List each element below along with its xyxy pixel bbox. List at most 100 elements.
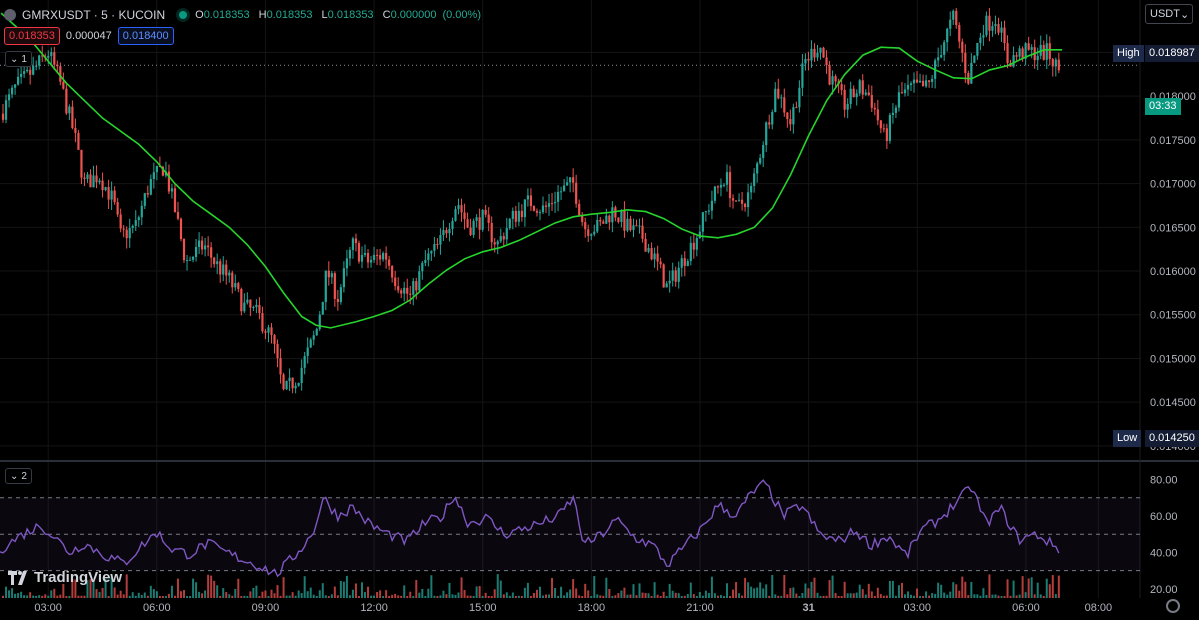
volume-bar [457, 592, 460, 598]
volume-bar [14, 593, 17, 598]
candle-body [1015, 55, 1018, 57]
volume-bar [991, 594, 994, 598]
candle-body [689, 242, 692, 262]
volume-bar [234, 588, 237, 598]
volume-bar [397, 595, 400, 598]
candle-body [26, 69, 29, 72]
candle-body [240, 288, 243, 312]
volume-bar [207, 574, 210, 598]
candle-body [918, 80, 922, 83]
volume-bar [400, 595, 403, 598]
volume-bar [551, 577, 554, 598]
candle-body [125, 229, 128, 239]
candle-body [635, 225, 638, 227]
candle-body [683, 258, 686, 266]
candle-body [38, 55, 41, 66]
candle-body [303, 356, 306, 368]
volume-bar [255, 585, 258, 598]
currency-selector[interactable]: USDT ⌄ [1145, 4, 1193, 24]
candle-body [556, 191, 560, 202]
candle-body [544, 205, 548, 207]
symbol-title[interactable]: GMRXUSDT · 5 · KUCOIN [22, 8, 166, 22]
volume-bar [771, 574, 774, 598]
candle-body [246, 299, 249, 303]
volume-bar [68, 595, 71, 598]
volume-bar [913, 595, 916, 598]
rsi-axis-tick: 60.00 [1150, 511, 1178, 523]
volume-bar [578, 595, 581, 598]
candle-body [188, 259, 192, 261]
volume-bar [994, 594, 997, 598]
volume-bar [170, 585, 173, 598]
volume-bar [149, 585, 152, 598]
volume-bar [360, 582, 363, 598]
rsi-axis-tick: 40.00 [1150, 547, 1178, 559]
volume-bar [436, 595, 439, 598]
chevron-down-icon: ⌄ [1179, 8, 1190, 21]
volume-bar [545, 594, 548, 598]
volume-bar [867, 583, 870, 598]
volume-bar [336, 595, 339, 598]
volume-bar [1042, 596, 1045, 598]
candle-body [342, 268, 345, 288]
volume-bar [581, 595, 584, 598]
candle-body [731, 198, 735, 201]
main-pane-indicators-toggle[interactable]: ⌄ 1 [5, 51, 32, 67]
candle-body [1027, 43, 1030, 50]
candle-body [804, 58, 807, 64]
candle-body [725, 172, 729, 185]
candle-body [885, 128, 888, 141]
volume-bar [922, 595, 925, 598]
candle-body [982, 35, 985, 38]
candle-body [949, 19, 952, 29]
volume-bar [937, 582, 940, 598]
volume-bar [780, 595, 783, 598]
candle-body [566, 182, 569, 186]
tradingview-logo[interactable]: TradingView [8, 569, 122, 586]
candle-body [590, 234, 593, 236]
volume-bar [807, 588, 810, 598]
candle-body [816, 52, 819, 58]
candle-body [16, 76, 20, 85]
candle-body [104, 187, 107, 191]
candle-body [888, 114, 891, 141]
volume-bar [394, 593, 397, 598]
volume-bar [662, 591, 665, 598]
buy-price-button[interactable]: 0.018400 [117, 27, 174, 45]
volume-bar [1054, 594, 1057, 598]
rsi-pane-indicators-toggle[interactable]: ⌄ 2 [5, 468, 32, 484]
chevron-down-icon: ⌄ [10, 53, 19, 65]
volume-bar [258, 595, 261, 598]
volume-bar [237, 578, 240, 598]
candle-body [864, 92, 867, 95]
sell-price-button[interactable]: 0.018353 [4, 27, 60, 45]
settings-gear-icon[interactable] [1166, 599, 1180, 613]
volume-bar [514, 595, 517, 598]
volume-bar [870, 591, 873, 598]
chevron-down-icon: ⌄ [10, 470, 19, 482]
volume-bar [1006, 579, 1009, 598]
volume-bar [590, 595, 593, 598]
volume-bar [976, 594, 979, 598]
candle-body [252, 307, 255, 309]
volume-bar [1048, 584, 1051, 598]
candle-body [291, 377, 294, 389]
candle-body [231, 272, 234, 288]
candle-body [750, 185, 753, 193]
candle-body [650, 248, 653, 260]
candle-body [743, 203, 747, 208]
volume-bar [557, 595, 560, 598]
volume-bar [795, 593, 798, 598]
volume-bar [62, 583, 65, 598]
volume-bar [493, 589, 496, 598]
volume-bar [116, 594, 119, 598]
candle-body [656, 253, 659, 262]
volume-bar [713, 593, 716, 598]
volume-bar [59, 594, 62, 598]
candle-body [1, 113, 5, 120]
volume-bar [373, 595, 376, 598]
candle-body [1003, 27, 1006, 44]
candle-body [915, 79, 919, 83]
volume-bar [161, 596, 164, 598]
